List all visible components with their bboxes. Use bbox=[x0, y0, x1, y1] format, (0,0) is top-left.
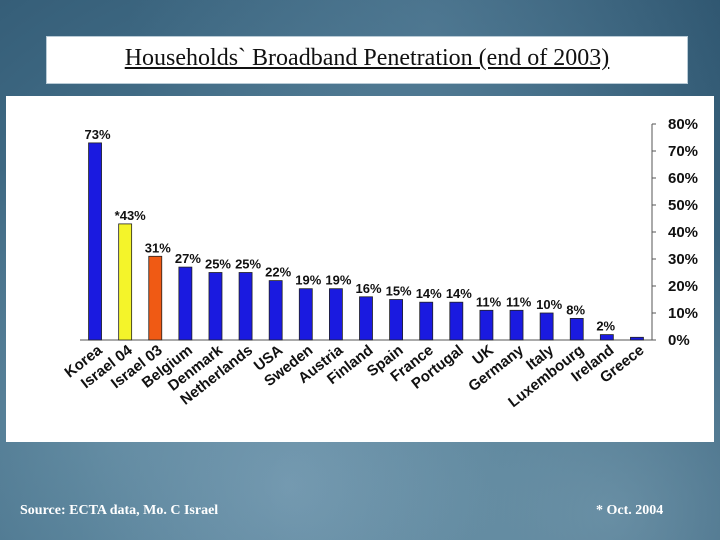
data-label: 11% bbox=[476, 294, 502, 309]
bar bbox=[389, 299, 404, 341]
data-label: 73% bbox=[85, 127, 111, 142]
source-note: Source: ECTA data, Mo. C Israel bbox=[20, 503, 219, 518]
data-label: 10% bbox=[536, 297, 562, 312]
y-tick-label: 70% bbox=[668, 143, 698, 160]
bar bbox=[238, 272, 253, 341]
data-label: 27% bbox=[175, 251, 201, 266]
y-tick-label: 60% bbox=[668, 170, 698, 187]
y-tick-label: 30% bbox=[668, 251, 698, 268]
bar bbox=[148, 255, 163, 341]
data-label: 8% bbox=[566, 302, 585, 317]
data-label: 14% bbox=[446, 286, 472, 301]
data-label: 14% bbox=[416, 286, 442, 301]
y-tick-label: 10% bbox=[668, 305, 698, 322]
bar bbox=[268, 280, 283, 341]
y-tick-label: 20% bbox=[668, 278, 698, 295]
title-box: Households` Broadband Penetration (end o… bbox=[46, 36, 688, 84]
data-label: 16% bbox=[356, 281, 382, 296]
y-tick-label: 0% bbox=[668, 332, 690, 349]
chart-panel: 0% 10% 20% 30% 40% 50% 60% 70% 80% 73% Korea *43% Is… bbox=[6, 96, 714, 442]
date-note: * Oct. 2004 bbox=[596, 503, 664, 518]
bar bbox=[359, 296, 373, 341]
bar bbox=[178, 266, 193, 341]
bar bbox=[328, 288, 343, 341]
slide-title: Households` Broadband Penetration (end o… bbox=[124, 45, 610, 71]
data-label: 25% bbox=[235, 257, 261, 272]
bar bbox=[88, 142, 102, 341]
data-label: *43% bbox=[115, 208, 147, 223]
y-tick-label: 40% bbox=[668, 224, 698, 241]
bar bbox=[569, 317, 584, 341]
data-label: 19% bbox=[295, 273, 321, 288]
bar bbox=[509, 309, 524, 341]
bar-chart: 0%10%20%30%40%50%60%70%80%73%Korea*43%Is… bbox=[62, 116, 698, 411]
bar bbox=[630, 336, 644, 341]
data-label: 25% bbox=[205, 257, 231, 272]
bar bbox=[479, 309, 494, 341]
bar bbox=[599, 334, 614, 341]
y-tick-label: 50% bbox=[668, 197, 698, 214]
data-label: 22% bbox=[265, 265, 291, 280]
bar bbox=[539, 312, 554, 341]
data-label: 2% bbox=[596, 319, 615, 334]
data-label: 31% bbox=[145, 240, 171, 255]
data-label: 19% bbox=[325, 273, 351, 288]
bar bbox=[208, 272, 223, 341]
bar bbox=[419, 301, 434, 341]
data-label: 15% bbox=[386, 284, 412, 299]
data-label: 11% bbox=[506, 294, 532, 309]
y-tick-label: 80% bbox=[668, 116, 698, 133]
bar bbox=[118, 223, 133, 341]
bar bbox=[298, 288, 313, 341]
bar bbox=[449, 301, 464, 341]
